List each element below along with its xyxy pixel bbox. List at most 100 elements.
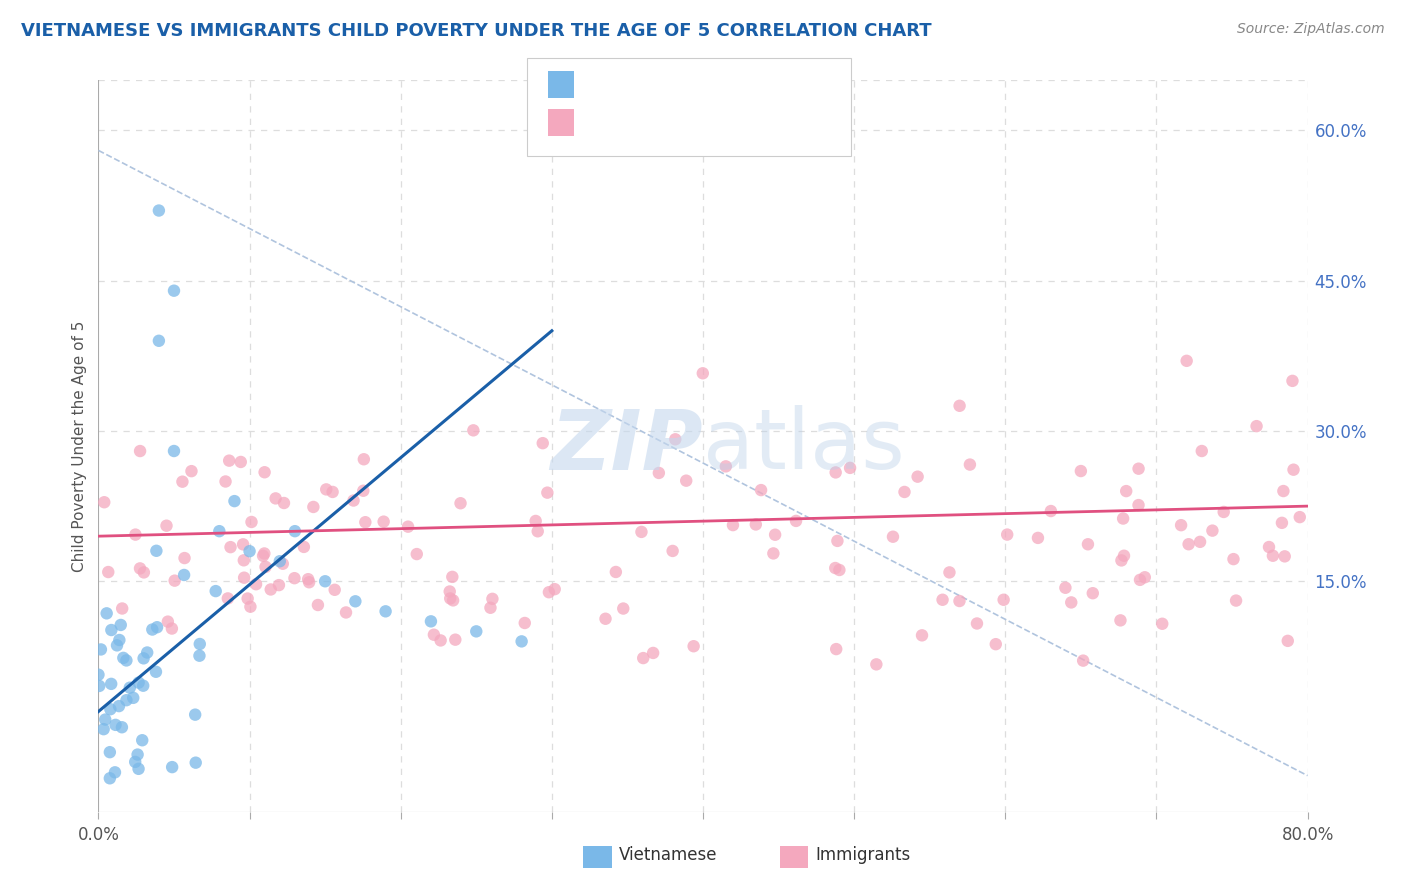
Point (631, 651, 654, 665)
Point (420, 615, 443, 629)
Point (825, 642, 848, 657)
Point (1261, 549, 1284, 563)
Point (204, 584, 226, 599)
Point (163, 444, 186, 458)
Point (132, 651, 155, 665)
Point (537, 585, 560, 599)
Point (1109, 613, 1132, 627)
Point (172, 475, 194, 489)
Point (938, 566, 960, 580)
Point (1133, 570, 1156, 584)
Point (911, 628, 934, 642)
Point (354, 515, 377, 529)
Point (118, 681, 141, 695)
Point (1277, 633, 1299, 648)
Point (374, 604, 396, 618)
Point (145, 543, 167, 558)
Point (335, 606, 357, 620)
Point (1071, 654, 1094, 668)
Point (1070, 464, 1092, 478)
Point (253, 546, 276, 560)
Point (323, 582, 346, 597)
Point (307, 598, 329, 612)
Point (1274, 549, 1296, 564)
Point (444, 632, 467, 647)
Point (108, 632, 131, 647)
Point (643, 646, 665, 660)
Point (1246, 419, 1268, 434)
Point (160, 622, 183, 636)
Point (155, 518, 177, 533)
Point (96, 607, 118, 621)
Point (163, 284, 186, 298)
Point (664, 432, 686, 446)
Point (322, 484, 344, 499)
Point (208, 524, 231, 538)
Point (184, 707, 207, 722)
Point (1081, 586, 1104, 600)
Point (1272, 484, 1295, 499)
Point (745, 517, 768, 532)
Point (115, 693, 138, 707)
Y-axis label: Child Poverty Under the Age of 5: Child Poverty Under the Age of 5 (72, 320, 87, 572)
Point (544, 582, 567, 597)
Text: N =: N = (696, 70, 733, 87)
Point (97, 565, 120, 579)
Point (785, 514, 807, 528)
Point (865, 657, 887, 672)
Point (1112, 549, 1135, 563)
Point (612, 601, 634, 615)
Point (90, 642, 112, 657)
Point (94, 713, 117, 727)
Point (229, 455, 252, 469)
Point (439, 584, 461, 599)
Point (762, 546, 785, 560)
Point (129, 444, 152, 458)
Point (513, 615, 536, 630)
Point (353, 452, 375, 467)
Point (233, 571, 256, 585)
Point (342, 493, 364, 508)
Text: R =: R = (582, 107, 619, 125)
Point (127, 747, 149, 762)
Point (479, 600, 502, 615)
Point (273, 496, 295, 510)
Point (218, 453, 240, 467)
Point (827, 533, 849, 548)
Point (1212, 505, 1234, 519)
Point (531, 436, 554, 450)
Point (188, 637, 211, 651)
Point (110, 618, 132, 632)
Text: 146: 146 (738, 107, 773, 125)
Point (828, 563, 851, 577)
Point (948, 594, 970, 608)
Point (749, 483, 772, 497)
Point (692, 366, 714, 380)
Point (441, 570, 464, 584)
Point (661, 544, 683, 558)
Point (524, 514, 547, 528)
Point (292, 540, 315, 554)
Point (893, 485, 915, 500)
Point (721, 518, 744, 533)
Point (423, 628, 446, 642)
Point (132, 566, 155, 580)
Point (217, 591, 239, 606)
Point (450, 496, 472, 510)
Text: ZIP: ZIP (550, 406, 703, 486)
Point (111, 601, 134, 615)
Point (1258, 540, 1281, 554)
Point (465, 624, 488, 639)
Point (344, 594, 367, 608)
Point (984, 637, 1007, 651)
Point (675, 474, 697, 488)
Point (98, 745, 121, 759)
Point (1222, 552, 1244, 566)
Point (100, 623, 122, 637)
Point (1115, 484, 1137, 499)
Text: 65: 65 (738, 70, 761, 87)
Point (128, 675, 150, 690)
Point (236, 591, 259, 606)
Text: N =: N = (696, 107, 733, 125)
Text: Vietnamese: Vietnamese (619, 846, 717, 863)
